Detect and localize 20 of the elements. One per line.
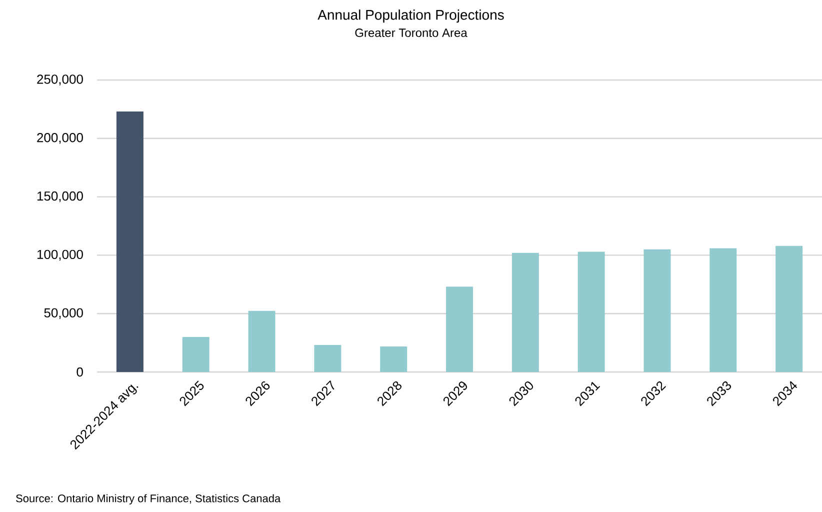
y-tick-label: 50,000 bbox=[44, 308, 83, 319]
chart-title: Annual Population Projections bbox=[318, 10, 504, 23]
y-tick-label: 100,000 bbox=[37, 250, 83, 261]
bar bbox=[182, 336, 210, 372]
y-tick-label: 200,000 bbox=[37, 133, 83, 144]
bar bbox=[578, 252, 605, 372]
y-tick-label: 0 bbox=[76, 367, 83, 377]
bar bbox=[512, 252, 539, 372]
bar bbox=[776, 246, 803, 372]
bar bbox=[644, 249, 671, 372]
bar bbox=[248, 310, 276, 372]
bar bbox=[446, 286, 474, 372]
bar bbox=[116, 112, 144, 372]
source-note: Source: Ontario Ministry of Finance, Statistics Canada bbox=[16, 494, 281, 504]
bar bbox=[710, 248, 737, 372]
chart-subtitle: Greater Toronto Area bbox=[355, 28, 468, 38]
y-tick-label: 250,000 bbox=[37, 74, 83, 86]
bar bbox=[314, 345, 342, 372]
bar bbox=[380, 346, 408, 372]
y-tick-label: 150,000 bbox=[37, 191, 83, 202]
